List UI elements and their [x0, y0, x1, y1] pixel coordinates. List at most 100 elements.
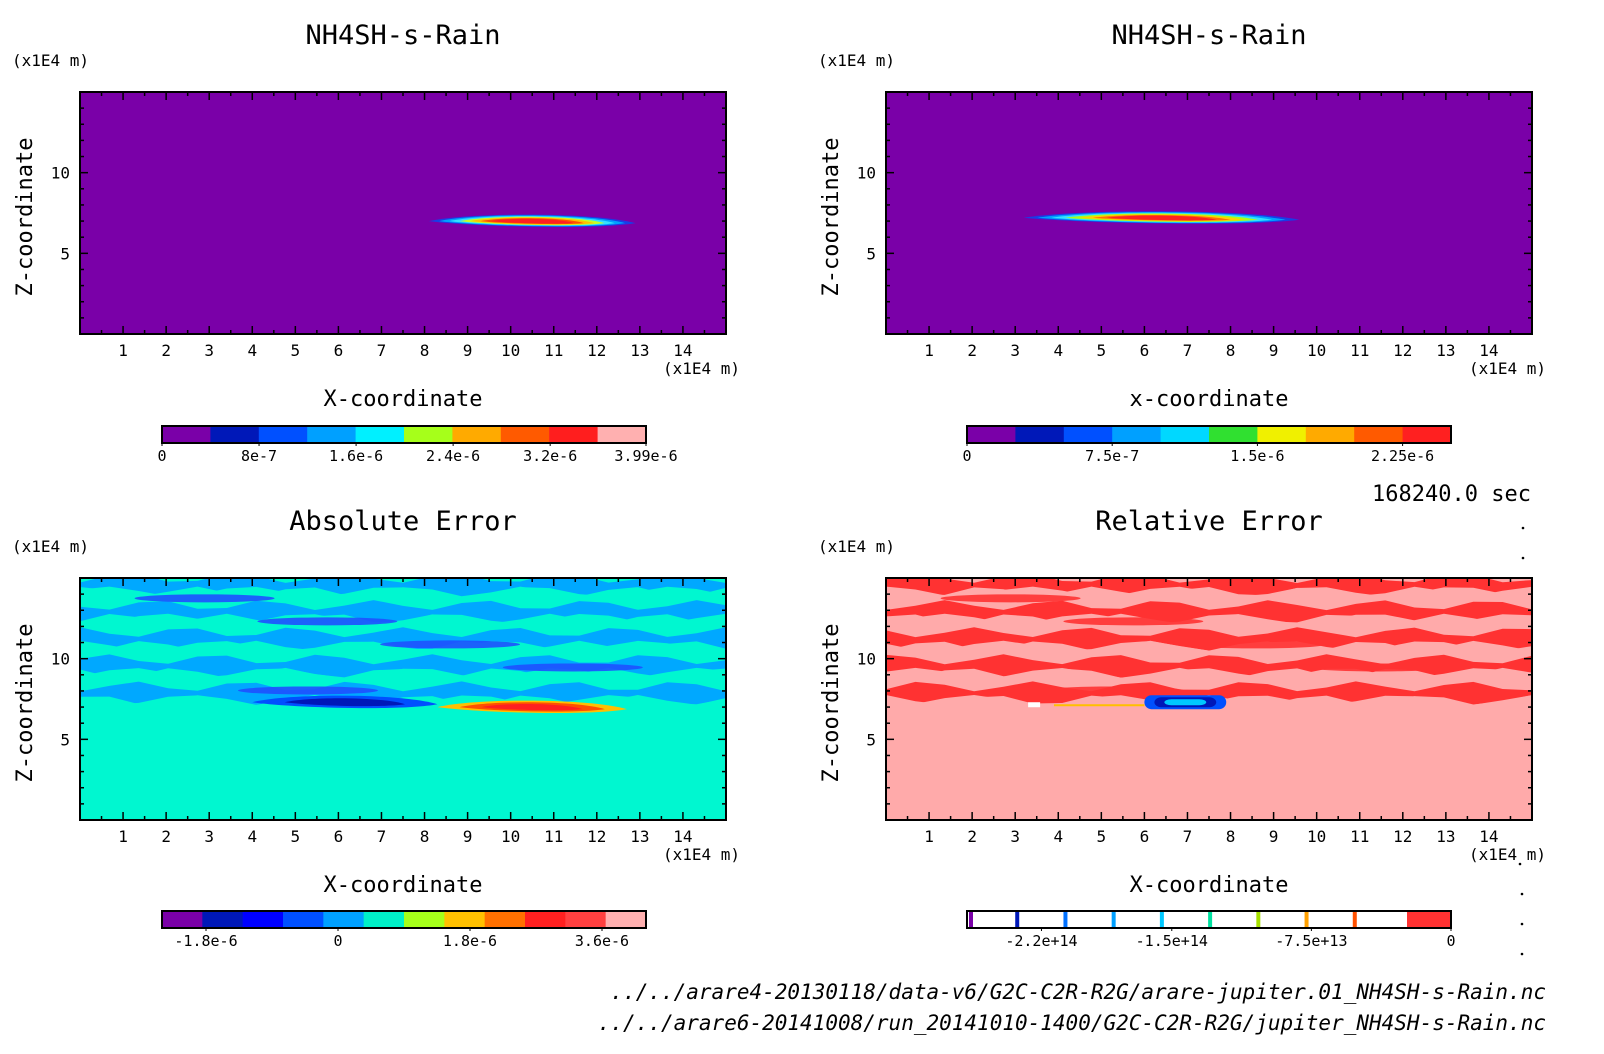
x-tick-label: 12 — [1393, 827, 1412, 846]
x-tick-label: 7 — [377, 341, 387, 360]
plume-contour — [490, 218, 574, 224]
field-band — [80, 586, 726, 610]
x-axis-label: X-coordinate — [324, 387, 483, 412]
x-tick-label: 4 — [247, 341, 257, 360]
colorbar-line — [1352, 911, 1357, 928]
colorbar-segment — [1305, 426, 1355, 443]
x-tick-label: 10 — [1307, 341, 1326, 360]
x-tick-label: 6 — [334, 341, 344, 360]
colorbar-segment — [323, 911, 365, 928]
x-unit-label: (x1E4 m) — [663, 845, 740, 864]
colorbar-segment — [162, 911, 203, 928]
colorbar-tick-label: 2.25e-6 — [1371, 447, 1434, 465]
x-tick-label: 13 — [630, 341, 649, 360]
x-tick-label: 2 — [161, 827, 171, 846]
colorbar-segment — [565, 911, 607, 928]
field-streak — [134, 594, 275, 603]
colorbar-segment — [307, 426, 357, 443]
colorbar-segment — [1363, 911, 1408, 928]
x-unit-label: (x1E4 m) — [663, 359, 740, 378]
x-tick-label: 3 — [1010, 341, 1020, 360]
core-contour — [1164, 699, 1207, 706]
y-tick-label: 5 — [60, 730, 70, 749]
field-band — [886, 654, 1532, 678]
x-tick-label: 12 — [587, 341, 606, 360]
x-axis-label: X-coordinate — [1130, 873, 1289, 898]
colorbar-tick-label: 0 — [157, 447, 166, 465]
colorbar-segment — [1015, 426, 1065, 443]
x-tick-label: 14 — [673, 827, 692, 846]
colorbar-tick-label: 1.6e-6 — [329, 447, 383, 465]
colorbar-segment — [967, 426, 1016, 443]
field-band — [80, 681, 726, 705]
y-tick-label: 10 — [51, 164, 70, 183]
colorbar-segment — [1160, 426, 1210, 443]
colorbar-segment — [525, 911, 566, 928]
colorbar-frame — [966, 425, 1452, 444]
colorbar-segment — [1407, 911, 1452, 928]
colorbar-tick-label: 7.5e-7 — [1085, 447, 1139, 465]
colorbar-tick-label: 8e-7 — [241, 447, 277, 465]
y-axis-label: Z-coordinate — [13, 138, 38, 297]
colorbar-segment — [258, 426, 308, 443]
x-tick-label: 1 — [924, 341, 934, 360]
y-axis-label: Z-coordinate — [819, 138, 844, 297]
colorbar-tick-label: -2.2e+14 — [1005, 932, 1077, 950]
margin-dot — [1518, 862, 1522, 866]
colorbar-segment — [1055, 911, 1100, 928]
field-streak — [380, 640, 521, 649]
x-tick-label: 3 — [204, 827, 214, 846]
x-tick-label: 8 — [1226, 341, 1236, 360]
colorbar-segment — [1231, 911, 1276, 928]
x-tick-label: 14 — [673, 341, 692, 360]
field-band — [886, 640, 1532, 665]
x-tick-label: 6 — [1140, 341, 1150, 360]
field-band — [886, 600, 1532, 624]
y-tick-label: 5 — [866, 730, 876, 749]
colorbar-segment — [597, 426, 647, 443]
colorbar-segment — [242, 911, 284, 928]
y-unit-label: (x1E4 m) — [818, 51, 895, 70]
colorbar: -2.2e+14 -1.5e+14 -7.5e+13 0 — [966, 910, 1456, 950]
colorbar-segment — [1257, 426, 1307, 443]
colorbar: 0 8e-7 1.6e-6 2.4e-6 3.2e-6 3.99e-6 — [157, 425, 678, 465]
x-axis-label: X-coordinate — [324, 873, 483, 898]
x-tick-label: 11 — [1350, 341, 1369, 360]
y-tick-label: 5 — [866, 244, 876, 263]
x-tick-label: 3 — [1010, 827, 1020, 846]
margin-dot — [1520, 922, 1524, 926]
colorbar-segment — [605, 911, 647, 928]
x-tick-label: 4 — [1053, 827, 1063, 846]
field-streak — [1186, 640, 1327, 649]
chart-title: NH4SH-s-Rain — [305, 20, 500, 51]
x-tick-label: 7 — [377, 827, 387, 846]
field-streak — [1308, 663, 1449, 672]
margin-dot — [1520, 892, 1524, 896]
time-label: 168240.0 sec — [1372, 482, 1531, 507]
colorbar-segment — [404, 426, 453, 443]
x-tick-label: 1 — [118, 827, 128, 846]
colorbar-line — [1304, 911, 1309, 928]
x-tick-label: 9 — [1269, 827, 1279, 846]
y-tick-label: 10 — [857, 164, 876, 183]
x-tick-label: 7 — [1183, 827, 1193, 846]
colorbar-segment — [283, 911, 324, 928]
colorbar-frame — [161, 425, 647, 444]
plot-field-features — [428, 214, 636, 227]
y-tick-label: 10 — [857, 650, 876, 669]
x-tick-label: 12 — [587, 827, 606, 846]
colorbar-tick-label: 3.2e-6 — [523, 447, 577, 465]
x-tick-label: 5 — [1097, 827, 1107, 846]
colorbar: -1.8e-6 0 1.8e-6 3.6e-6 — [161, 910, 647, 950]
colorbar-segment — [549, 426, 599, 443]
x-tick-label: 13 — [1436, 827, 1455, 846]
colorbar-segment — [1143, 911, 1188, 928]
colorbar-segment — [210, 426, 260, 443]
x-tick-label: 9 — [463, 341, 473, 360]
field-band — [80, 613, 726, 637]
colorbar-line — [1208, 911, 1213, 928]
colorbar-segment — [444, 911, 486, 928]
